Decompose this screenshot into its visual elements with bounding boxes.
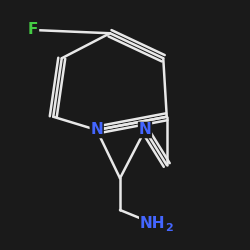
Text: F: F <box>28 22 38 38</box>
Text: N: N <box>90 122 103 138</box>
Text: N: N <box>138 122 151 138</box>
Text: NH: NH <box>140 216 165 231</box>
Text: 2: 2 <box>165 223 172 233</box>
